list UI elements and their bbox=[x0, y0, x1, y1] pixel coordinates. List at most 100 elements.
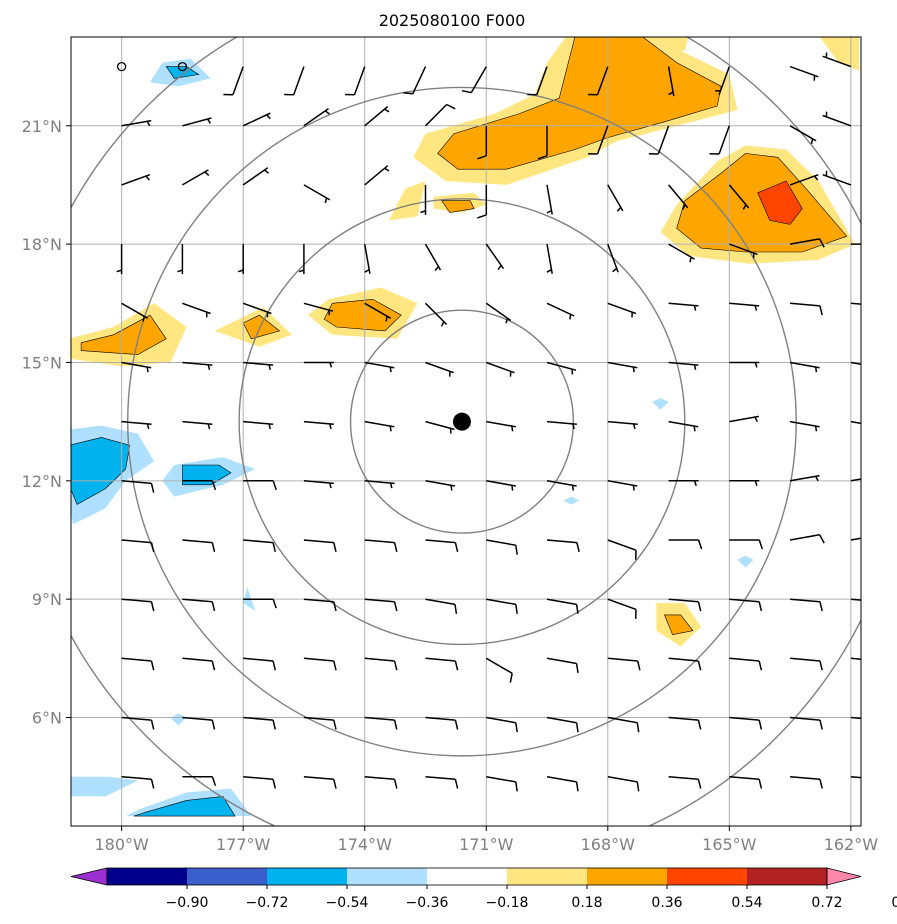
barb-full-flag bbox=[150, 483, 155, 493]
wind-barb bbox=[729, 415, 760, 423]
barb-half-flag bbox=[754, 416, 759, 423]
barb-half-flag bbox=[815, 475, 819, 482]
wind-barb bbox=[850, 361, 861, 366]
barb-shaft bbox=[242, 167, 269, 186]
wind-barb bbox=[420, 184, 427, 215]
barb-shaft bbox=[243, 775, 274, 781]
barb-half-flag bbox=[116, 269, 122, 273]
wind-barb bbox=[790, 775, 823, 789]
wind-barb bbox=[303, 420, 334, 430]
negative-anomaly--0.36-3 bbox=[133, 796, 236, 817]
wind-barb bbox=[546, 716, 579, 733]
barb-half-flag bbox=[268, 364, 271, 370]
barb-full-flag bbox=[461, 89, 472, 94]
barb-shaft bbox=[657, 125, 670, 155]
barb-half-flag bbox=[268, 423, 271, 430]
barb-shaft bbox=[303, 184, 331, 201]
barb-half-flag bbox=[571, 485, 575, 491]
barb-shaft bbox=[121, 119, 152, 127]
colorbar-extend-low bbox=[70, 867, 108, 886]
wind-barb bbox=[729, 243, 758, 259]
barb-shaft bbox=[729, 302, 760, 307]
barb-shaft bbox=[412, 66, 427, 95]
barb-shaft bbox=[364, 598, 395, 603]
wind-barb bbox=[364, 480, 395, 489]
barb-shaft bbox=[850, 537, 861, 541]
barb-full-flag bbox=[697, 660, 702, 671]
wind-barb bbox=[588, 125, 609, 155]
wind-barb bbox=[284, 66, 305, 96]
barb-shaft bbox=[470, 66, 487, 93]
barb-shaft bbox=[303, 539, 334, 544]
wind-barb bbox=[121, 539, 155, 552]
wind-barb bbox=[364, 420, 395, 432]
barb-half-flag bbox=[693, 426, 696, 432]
barb-shaft bbox=[607, 775, 638, 783]
wind-barb bbox=[303, 107, 330, 127]
barb-half-flag bbox=[237, 269, 244, 273]
barb-full-flag bbox=[881, 602, 883, 611]
barb-half-flag bbox=[142, 316, 145, 322]
barb-full-flag bbox=[393, 719, 398, 730]
wind-barb bbox=[729, 657, 763, 671]
calm-wind-marker bbox=[177, 61, 188, 72]
colorbar-segment bbox=[187, 868, 268, 885]
lon-label: 177°W bbox=[216, 835, 271, 854]
barb-half-flag bbox=[389, 426, 392, 432]
wind-barb bbox=[850, 476, 879, 482]
barb-shaft bbox=[546, 184, 553, 215]
wind-barb bbox=[121, 775, 155, 789]
barb-shaft bbox=[243, 539, 274, 544]
barb-shaft bbox=[607, 420, 638, 426]
barb-shaft bbox=[850, 420, 861, 425]
barb-shaft bbox=[668, 420, 699, 428]
wind-barb bbox=[303, 480, 334, 489]
longitude-labels: 180°W 177°W 174°W 171°W 168°W 165°W 162°W bbox=[94, 826, 878, 854]
barb-shaft bbox=[303, 107, 329, 127]
map-frame bbox=[70, 36, 862, 827]
calm-wind-marker bbox=[116, 61, 127, 72]
barb-full-flag bbox=[333, 660, 337, 671]
barb-half-flag bbox=[814, 426, 818, 432]
wind-barb bbox=[668, 480, 699, 487]
wind-barb bbox=[546, 657, 579, 674]
barb-shaft bbox=[182, 716, 213, 721]
barb-half-flag bbox=[612, 267, 618, 273]
wind-barb bbox=[425, 539, 459, 552]
barb-full-flag bbox=[272, 779, 277, 789]
barb-full-flag bbox=[150, 719, 155, 730]
wind-barb bbox=[486, 539, 518, 555]
map-panel bbox=[71, 37, 883, 826]
barb-shaft bbox=[485, 302, 512, 322]
barb-full-flag bbox=[575, 604, 579, 614]
colorbar-segment bbox=[267, 868, 348, 885]
barb-half-flag bbox=[877, 476, 879, 481]
barb-shaft bbox=[425, 361, 454, 374]
wind-barb bbox=[546, 598, 579, 614]
barb-shaft bbox=[729, 716, 760, 721]
lon-label: 165°W bbox=[702, 835, 757, 854]
barb-shaft bbox=[486, 539, 516, 546]
colorbar-tick-label: 0.54 bbox=[731, 895, 762, 911]
wind-barb bbox=[364, 598, 398, 612]
barb-shaft bbox=[789, 65, 819, 78]
barb-shaft bbox=[182, 302, 211, 315]
wind-barb bbox=[607, 243, 619, 273]
barb-shaft bbox=[292, 66, 305, 96]
barb-shaft bbox=[728, 184, 750, 209]
lat-label: 12°N bbox=[22, 472, 62, 491]
wind-barb bbox=[607, 716, 640, 733]
barb-shaft bbox=[182, 657, 213, 662]
wind-barb bbox=[790, 302, 823, 316]
barb-full-flag bbox=[477, 155, 487, 160]
barb-shaft bbox=[303, 302, 334, 312]
barb-half-flag bbox=[324, 110, 330, 115]
barb-shaft bbox=[546, 361, 577, 371]
negative-anomaly--0.18-6 bbox=[563, 496, 580, 505]
barb-shaft bbox=[232, 66, 244, 96]
wind-barb bbox=[121, 598, 155, 612]
barb-full-flag bbox=[575, 781, 579, 792]
wind-barb bbox=[607, 302, 637, 318]
barb-shaft bbox=[486, 598, 516, 606]
wind-barb bbox=[486, 480, 516, 491]
